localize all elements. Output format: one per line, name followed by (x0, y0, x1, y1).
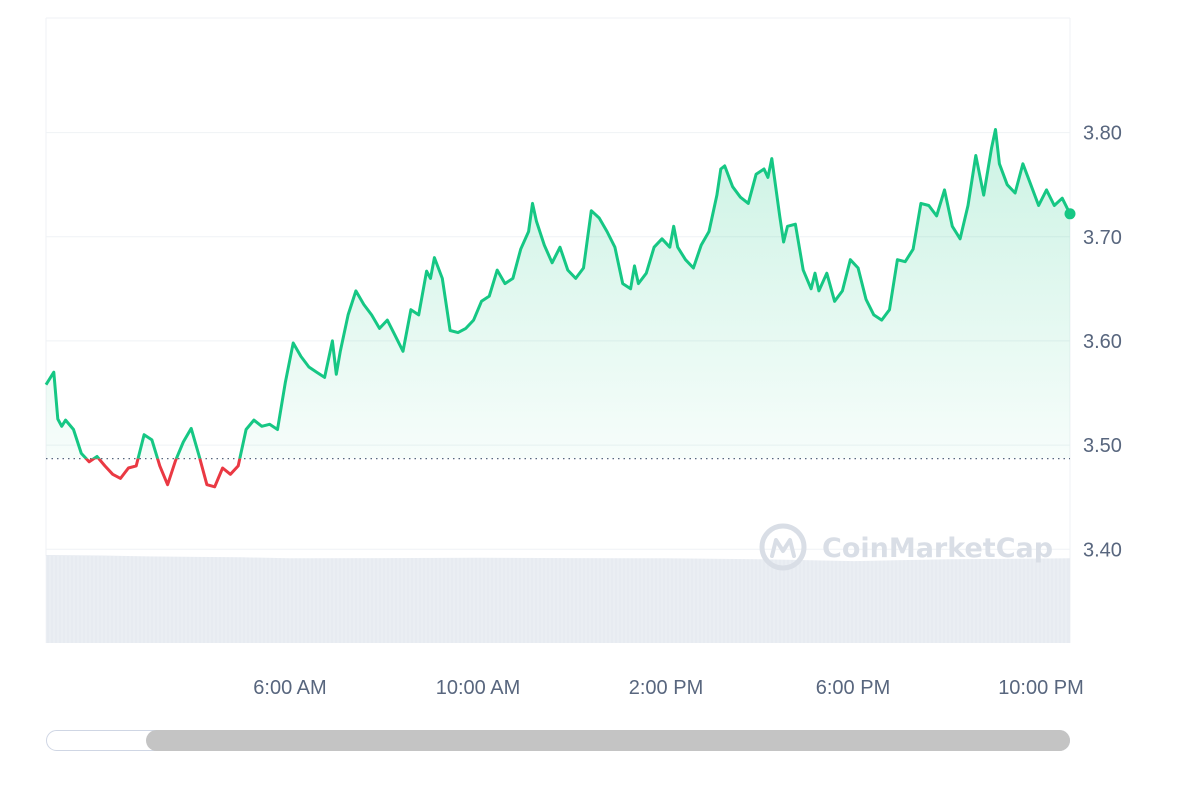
last-price-marker (1064, 208, 1076, 220)
coinmarketcap-logo-icon (759, 523, 807, 571)
y-tick-label: 3.50 (1083, 435, 1122, 457)
y-tick-label: 3.80 (1083, 123, 1122, 145)
y-tick-label: 3.40 (1083, 539, 1122, 561)
y-tick-label: 3.70 (1083, 227, 1122, 249)
watermark-text: CoinMarketCap (822, 533, 1053, 564)
x-tick-label: 2:00 PM (629, 677, 703, 699)
coinmarketcap-watermark: CoinMarketCap (759, 523, 1053, 571)
time-range-scrollbar-thumb[interactable] (146, 730, 1070, 751)
price-series[interactable] (44, 128, 1076, 489)
x-tick-label: 10:00 PM (998, 677, 1084, 699)
x-tick-label: 10:00 AM (436, 677, 521, 699)
x-tick-label: 6:00 AM (253, 677, 326, 699)
y-axis: 3.40 3.50 3.60 3.70 3.80 (1083, 123, 1122, 562)
price-line-down (84, 458, 242, 489)
volume-bars (45, 555, 1070, 643)
x-tick-label: 6:00 PM (816, 677, 890, 699)
price-area-fill (46, 129, 1070, 459)
y-tick-label: 3.60 (1083, 331, 1122, 353)
price-line-up (44, 128, 1072, 459)
x-axis: 6:00 AM 10:00 AM 2:00 PM 6:00 PM 10:00 PM (253, 677, 1084, 699)
